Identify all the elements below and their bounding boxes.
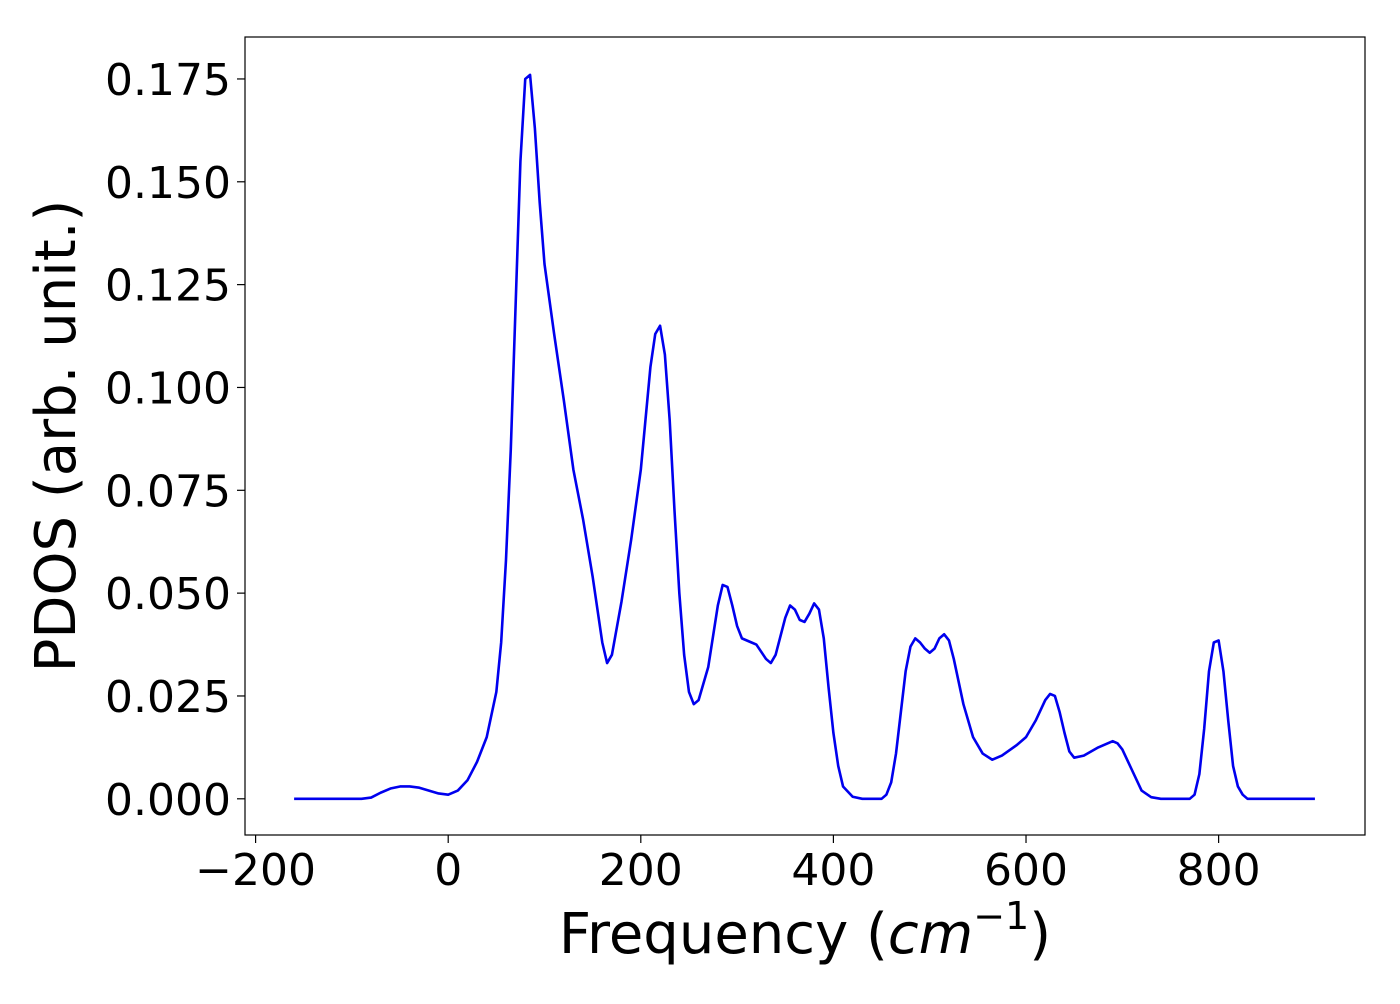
x-label-text: Frequency (	[559, 902, 888, 967]
y-tick-label: 0.100	[105, 363, 231, 414]
y-tick-label: 0.000	[105, 775, 231, 826]
y-axis-label: PDOS (arb. unit.)	[24, 200, 89, 673]
y-tick-label: 0.050	[105, 569, 231, 620]
y-tick-label: 0.175	[105, 55, 231, 106]
y-tick-label: 0.075	[105, 466, 231, 517]
data-line	[294, 73, 1315, 801]
plot-frame	[244, 36, 1366, 836]
y-tick-label: 0.150	[105, 158, 231, 209]
x-tick-label: 400	[791, 845, 875, 896]
y-tick-label: 0.025	[105, 672, 231, 723]
x-axis-label: Frequency (cm−1)	[559, 894, 1051, 967]
x-label-unit: cm	[888, 902, 973, 967]
x-tick-label: 600	[984, 845, 1068, 896]
y-tick-label: 0.125	[105, 261, 231, 312]
x-label-text: )	[1029, 902, 1051, 967]
x-tick-label: 800	[1177, 845, 1261, 896]
x-tick-label: 0	[434, 845, 462, 896]
x-label-exponent: −1	[973, 894, 1029, 938]
x-tick-label: −200	[195, 845, 316, 896]
x-tick-label: 200	[599, 845, 683, 896]
